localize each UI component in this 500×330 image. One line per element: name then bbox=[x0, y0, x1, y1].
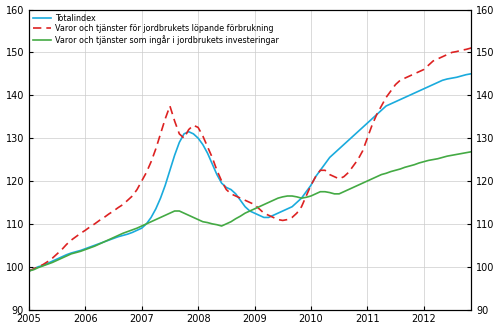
Legend: Totalindex, Varor och tjänster för jordbrukets löpande förbrukning, Varor och tj: Totalindex, Varor och tjänster för jordb… bbox=[32, 12, 280, 46]
